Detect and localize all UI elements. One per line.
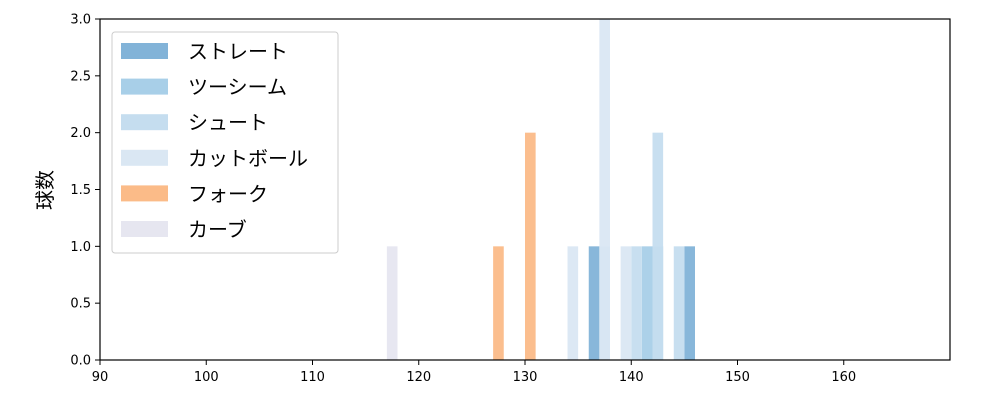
- y-tick-label-6: 3.0: [70, 13, 91, 28]
- y-tick-label-4: 2.0: [70, 126, 91, 141]
- y-tick-label-1: 0.5: [70, 297, 91, 312]
- legend-swatch-4: [121, 185, 168, 202]
- x-tick-label-0: 90: [92, 370, 109, 385]
- x-tick-label-3: 120: [406, 370, 431, 385]
- legend-swatch-0: [121, 43, 168, 59]
- legend-label-4: フォーク: [188, 182, 268, 206]
- x-tick-label-6: 150: [725, 370, 750, 385]
- legend-label-0: ストレート: [188, 40, 288, 64]
- bars-layer: [386, 19, 695, 360]
- bar-series-2-1: [652, 132, 664, 360]
- y-tick-label-5: 2.5: [70, 69, 91, 84]
- bar-series-3-0: [567, 246, 579, 360]
- legend-label-2: シュート: [188, 111, 268, 135]
- legend-label-5: カーブ: [188, 218, 247, 242]
- bar-series-4-0: [493, 246, 504, 360]
- x-tick-label-4: 130: [513, 370, 538, 385]
- y-tick-label-0: 0.0: [70, 354, 91, 369]
- y-axis-ticks: 0.0 0.5 1.0 1.5 2.0 2.5 3.0: [70, 13, 100, 369]
- legend-swatch-1: [121, 78, 168, 95]
- bar-series-2-2: [673, 246, 685, 360]
- bar-series-3-2: [620, 246, 632, 360]
- legend-label-3: カットボール: [188, 146, 308, 170]
- bar-series-3-1: [599, 19, 610, 360]
- legend-swatch-2: [121, 114, 168, 131]
- legend-swatch-5: [121, 221, 168, 237]
- bar-series-4-1: [525, 132, 536, 360]
- x-tick-label-5: 140: [619, 370, 644, 385]
- y-tick-label-3: 1.5: [70, 183, 91, 198]
- bar-series-2-0: [631, 246, 642, 360]
- bar-series-1-1: [641, 246, 653, 360]
- y-tick-label-2: 1.0: [70, 240, 91, 255]
- bar-series-0-1: [684, 246, 695, 360]
- bar-series-5-0: [386, 246, 398, 360]
- y-axis-label: 球数: [33, 170, 57, 210]
- x-tick-label-2: 110: [300, 370, 325, 385]
- legend-label-1: ツーシーム: [188, 75, 287, 99]
- bar-series-0-0: [588, 246, 600, 360]
- x-tick-label-7: 160: [831, 370, 856, 385]
- x-axis-ticks: 90 100 110 120 130 140 150 160: [92, 360, 856, 385]
- legend-frame: [111, 31, 339, 254]
- x-tick-label-1: 100: [194, 370, 219, 385]
- legend-swatch-3: [121, 149, 168, 166]
